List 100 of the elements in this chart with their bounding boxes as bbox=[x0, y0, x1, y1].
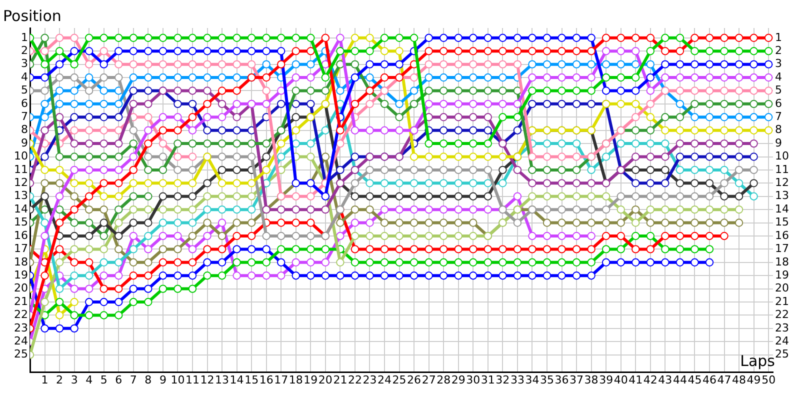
point bbox=[277, 60, 286, 68]
point bbox=[84, 86, 94, 95]
point bbox=[100, 126, 108, 134]
point bbox=[55, 245, 64, 254]
point bbox=[380, 232, 389, 240]
point bbox=[616, 245, 625, 254]
point bbox=[350, 100, 360, 108]
y-tick-label: 15 bbox=[14, 216, 28, 229]
y2-tick-label: 13 bbox=[775, 189, 789, 202]
point bbox=[336, 139, 344, 148]
point bbox=[129, 34, 138, 42]
y-tick-label: 22 bbox=[14, 308, 28, 322]
x-tick-label: 7 bbox=[130, 373, 137, 386]
point bbox=[750, 126, 758, 134]
point bbox=[572, 258, 581, 266]
point bbox=[720, 218, 728, 227]
point bbox=[572, 179, 581, 188]
point bbox=[572, 73, 581, 82]
y-tick-label: 19 bbox=[14, 268, 28, 282]
point bbox=[690, 100, 699, 108]
point bbox=[646, 34, 654, 42]
point bbox=[292, 86, 300, 95]
point bbox=[440, 205, 448, 214]
point bbox=[218, 192, 226, 200]
point bbox=[232, 166, 241, 174]
point bbox=[676, 232, 684, 240]
point bbox=[690, 205, 699, 214]
point bbox=[114, 258, 123, 266]
point bbox=[558, 73, 566, 82]
point bbox=[174, 126, 182, 134]
point bbox=[646, 179, 654, 188]
point bbox=[218, 179, 226, 188]
y-axis-title: Position bbox=[3, 7, 62, 25]
point bbox=[528, 73, 536, 82]
y2-tick-label: 11 bbox=[775, 162, 789, 176]
point bbox=[676, 245, 684, 254]
point bbox=[321, 34, 330, 42]
point bbox=[602, 73, 610, 82]
point bbox=[129, 73, 138, 82]
point bbox=[366, 232, 374, 240]
point bbox=[572, 100, 581, 108]
point bbox=[218, 34, 226, 42]
x-tick-label: 29 bbox=[451, 373, 466, 386]
point bbox=[100, 113, 108, 122]
point bbox=[424, 179, 433, 188]
point bbox=[484, 113, 492, 122]
point bbox=[558, 179, 566, 188]
point bbox=[158, 272, 168, 280]
point bbox=[350, 272, 360, 280]
point bbox=[542, 179, 552, 188]
point bbox=[410, 272, 418, 280]
point bbox=[513, 245, 522, 254]
point bbox=[616, 139, 625, 148]
point bbox=[602, 60, 610, 68]
point bbox=[454, 139, 462, 148]
point bbox=[440, 245, 448, 254]
point bbox=[676, 205, 684, 214]
point bbox=[380, 73, 389, 82]
point bbox=[336, 34, 344, 42]
point bbox=[424, 272, 433, 280]
point bbox=[114, 126, 123, 134]
point bbox=[424, 192, 433, 200]
point bbox=[174, 218, 182, 227]
point bbox=[380, 100, 389, 108]
y-tick-label: 3 bbox=[21, 57, 28, 70]
y2-tick-label: 9 bbox=[775, 136, 782, 150]
point bbox=[114, 34, 123, 42]
point bbox=[366, 218, 374, 227]
point bbox=[469, 73, 478, 82]
point bbox=[542, 218, 552, 227]
point bbox=[292, 113, 300, 122]
point bbox=[498, 47, 507, 56]
x-axis-title: Laps bbox=[740, 352, 776, 370]
point bbox=[542, 100, 552, 108]
point bbox=[661, 192, 670, 200]
point bbox=[144, 218, 152, 227]
point bbox=[646, 218, 654, 227]
point bbox=[750, 139, 758, 148]
point bbox=[454, 113, 462, 122]
point bbox=[188, 218, 197, 227]
point bbox=[528, 152, 536, 161]
point bbox=[440, 34, 448, 42]
point bbox=[661, 60, 670, 68]
point bbox=[188, 34, 197, 42]
point bbox=[100, 139, 108, 148]
point bbox=[690, 113, 699, 122]
point bbox=[542, 272, 552, 280]
point bbox=[262, 272, 270, 280]
point bbox=[188, 100, 197, 108]
point bbox=[646, 232, 654, 240]
point bbox=[572, 232, 581, 240]
point bbox=[306, 60, 315, 68]
point bbox=[40, 113, 49, 122]
y-tick-label: 5 bbox=[21, 84, 28, 97]
point bbox=[661, 245, 670, 254]
x-tick-label: 17 bbox=[274, 373, 288, 386]
point bbox=[247, 179, 256, 188]
point bbox=[174, 100, 182, 108]
point bbox=[558, 34, 566, 42]
point bbox=[262, 86, 270, 95]
